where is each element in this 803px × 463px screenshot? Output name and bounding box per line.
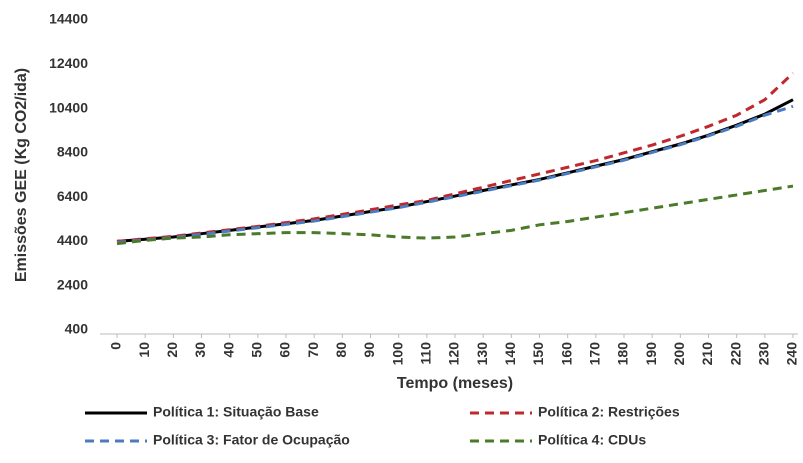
y-tick-label: 400 [65,321,89,337]
x-tick-label: 80 [333,342,349,358]
x-tick-label: 210 [699,342,715,366]
x-tick-label: 150 [530,342,546,366]
x-tick-label: 0 [108,342,124,350]
y-tick-label: 4400 [57,232,88,248]
series-line [116,72,795,243]
x-tick-label: 140 [502,342,518,366]
legend-label: Política 4: CDUs [538,432,646,448]
y-tick-label: 8400 [57,144,88,160]
series-line [116,98,794,243]
y-tick-label: 10400 [49,99,88,115]
x-tick-label: 60 [277,342,293,358]
y-axis-label: Emissões GEE (Kg CO2/ida) [13,68,30,282]
x-tick-label: 190 [643,342,659,366]
x-tick-label: 120 [446,342,462,366]
x-tick-label: 170 [587,342,603,366]
x-tick-label: 40 [220,342,236,358]
x-tick-label: 200 [671,342,687,366]
x-tick-label: 180 [615,342,631,366]
legend-label: Política 3: Fator de Ocupação [153,432,350,448]
y-tick-label: 12400 [49,55,88,71]
x-tick-label: 50 [249,342,265,358]
x-tick-label: 110 [418,342,434,365]
x-tick-label: 90 [361,342,377,358]
x-tick-label: 240 [784,342,800,366]
x-tick-label: 130 [474,342,490,366]
x-tick-label: 30 [192,342,208,358]
x-tick-label: 20 [164,342,180,358]
x-tick-label: 160 [558,342,574,366]
y-tick-label: 14400 [49,11,88,27]
x-tick-label: 70 [305,342,321,358]
series-line [116,184,794,246]
y-tick-label: 6400 [57,188,88,204]
x-tick-label: 10 [136,342,152,358]
x-tick-label: 220 [727,342,743,366]
y-tick-label: 2400 [57,276,88,292]
x-tick-label: 230 [756,342,772,366]
x-axis-label: Tempo (meses) [397,375,513,392]
x-tick-label: 100 [389,342,405,366]
legend-label: Política 1: Situação Base [153,404,319,420]
series-line [116,104,794,245]
legend-label: Política 2: Restrições [538,404,680,420]
